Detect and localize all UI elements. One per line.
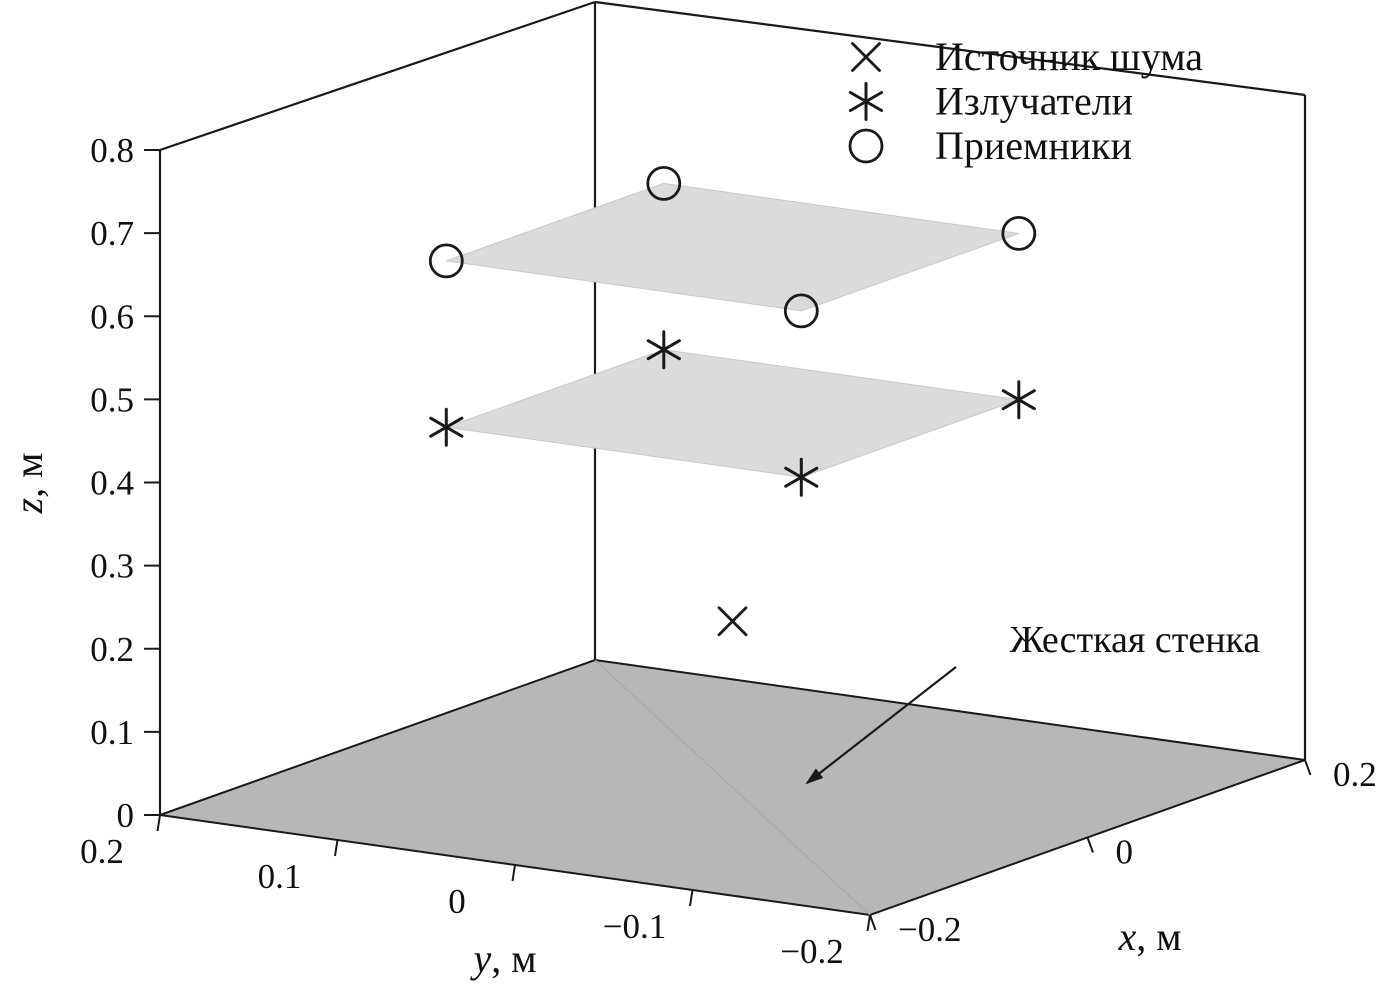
legend-item: Источник шума: [851, 34, 1203, 79]
axis-titles: y, м x, м z, м: [6, 453, 1182, 981]
z-tick-label: 0.8: [90, 131, 134, 170]
y-tick-mark: [866, 914, 871, 932]
emitters-plane: [446, 349, 1019, 478]
floor-layer: [159, 658, 1306, 917]
legend-label: Источник шума: [935, 34, 1203, 79]
emitters-series: [429, 330, 1036, 497]
receivers-marker: [646, 165, 682, 201]
z-axis-unit: , м: [6, 453, 51, 498]
top-left-edge: [159, 0, 596, 152]
legend-circle-marker: [848, 128, 884, 164]
z-tick-label: 0.3: [90, 547, 134, 586]
z-tick-label: 0.6: [90, 297, 134, 336]
z-tick-label: 0.5: [90, 380, 134, 419]
receivers-marker: [1001, 215, 1037, 251]
y-axis-unit: , м: [491, 936, 536, 981]
legend-item: Излучатели: [848, 79, 1133, 124]
emitters-marker: [1001, 380, 1036, 420]
annotation-label: Жесткая стенка: [1010, 619, 1261, 661]
ticks-layer: 0 0.1 0.2 0.3 0.4 0.5 0.6 0.7 0.8 0.2 0.1 0 −0.1 −0.2…: [80, 131, 1377, 971]
noise-source-marker: [717, 606, 748, 637]
z-tick-label: 0.4: [90, 464, 134, 503]
legend-label: Приемники: [935, 123, 1132, 168]
receivers-marker: [783, 293, 819, 329]
noise-source-series: [717, 606, 748, 637]
z-tick-label: 0.1: [90, 713, 134, 752]
legend-asterisk-marker: [848, 82, 884, 121]
annotation-arrow: [805, 666, 957, 785]
receivers-plane: [446, 182, 1019, 312]
legend-item: Приемники: [848, 123, 1132, 168]
x-tick-label: 0.2: [1333, 755, 1377, 794]
receivers-series: [428, 165, 1037, 329]
x-axis-unit: , м: [1136, 914, 1181, 959]
y-axis-var: y: [469, 936, 491, 981]
y-tick-mark: [334, 839, 339, 857]
z-axis-var: z: [6, 497, 51, 514]
legend-cross-marker: [851, 42, 881, 72]
annotation: Жесткая стенка: [805, 619, 1261, 785]
z-tick-label: 0.2: [90, 630, 134, 669]
y-tick-mark: [689, 889, 694, 907]
floor-seam-line: [594, 659, 871, 916]
x-tick-label: −0.2: [898, 910, 962, 949]
x-tick-mark: [869, 914, 877, 931]
y-axis-title: y, м: [469, 936, 536, 981]
x-axis-var: x: [1117, 914, 1136, 959]
z-tick-label: 0: [117, 796, 135, 835]
x-axis-title: x, м: [1117, 914, 1181, 959]
x-tick-mark: [1086, 837, 1094, 853]
y-tick-label: 0.1: [258, 857, 302, 896]
emitters-marker: [784, 457, 819, 497]
data-layer: [428, 165, 1037, 637]
emitters-marker: [646, 330, 681, 370]
y-tick-label: 0: [448, 882, 466, 921]
x-tick-mark: [1304, 759, 1312, 776]
y-tick-label: 0.2: [80, 832, 124, 871]
receivers-marker: [428, 243, 464, 279]
emitters-marker: [429, 407, 464, 447]
y-tick-label: −0.2: [780, 932, 844, 971]
z-axis-title: z, м: [6, 453, 51, 515]
top-right-edge: [594, 0, 1306, 97]
legend-label: Излучатели: [935, 79, 1133, 124]
y-tick-mark: [511, 864, 516, 882]
y-tick-mark: [156, 814, 161, 832]
z-tick-label: 0.7: [90, 214, 134, 253]
x-tick-label: 0: [1116, 833, 1134, 872]
y-tick-label: −0.1: [603, 907, 667, 946]
